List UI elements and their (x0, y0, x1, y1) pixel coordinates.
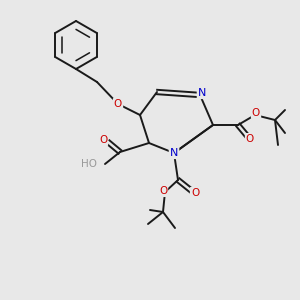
Text: HO: HO (81, 159, 97, 169)
Text: O: O (99, 135, 107, 145)
Text: O: O (246, 134, 254, 144)
Text: O: O (191, 188, 199, 198)
Text: N: N (170, 148, 178, 158)
Text: O: O (252, 108, 260, 118)
Text: O: O (159, 186, 167, 196)
Text: O: O (114, 99, 122, 109)
Text: N: N (198, 88, 206, 98)
